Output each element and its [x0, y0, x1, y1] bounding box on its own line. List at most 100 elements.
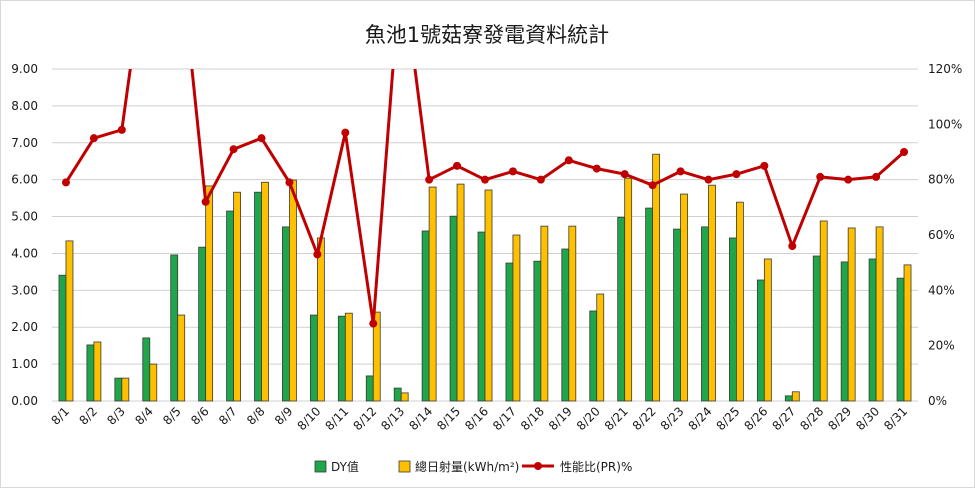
- left-tick-label: 0.00: [11, 394, 38, 408]
- bar-irradiance: [568, 225, 577, 402]
- pr-point: [257, 134, 266, 143]
- left-tick-label: 9.00: [11, 62, 38, 76]
- pr-point: [648, 181, 657, 190]
- pr-point: [592, 164, 601, 173]
- bar-dy: [477, 231, 486, 402]
- legend-swatch-dy: [314, 460, 327, 473]
- left-axis-tick-labels: 0.00 1.00 2.00 3.00 4.00 5.00 6.00 7.00 8.00 9.00: [11, 62, 38, 408]
- right-tick-label: 80%: [928, 173, 955, 187]
- bar-dy: [309, 314, 318, 402]
- pr-line-layer: [61, 69, 909, 328]
- bar-dy: [868, 258, 877, 402]
- bar-irradiance: [819, 220, 828, 402]
- bar-dy: [337, 315, 346, 402]
- left-tick-label: 2.00: [11, 320, 38, 334]
- bar-dy: [505, 262, 514, 402]
- bar-irradiance: [512, 234, 521, 402]
- bar-dy: [198, 246, 207, 402]
- bar-irradiance: [903, 264, 912, 402]
- bar-dy: [449, 215, 458, 402]
- bar-dy: [617, 216, 626, 402]
- left-tick-label: 3.00: [11, 283, 38, 297]
- bar-dy: [254, 191, 262, 402]
- left-tick-label: 4.00: [11, 246, 38, 260]
- pr-point: [676, 167, 685, 176]
- bar-irradiance: [261, 181, 269, 402]
- bar-irradiance: [791, 391, 800, 402]
- pr-point: [620, 170, 629, 179]
- bar-dy: [561, 248, 570, 402]
- pr-point: [229, 145, 238, 154]
- bar-irradiance: [93, 341, 102, 402]
- left-tick-label: 8.00: [11, 99, 38, 113]
- bar-dy: [114, 377, 123, 402]
- bar-irradiance: [596, 293, 605, 402]
- right-tick-label: 20%: [928, 339, 955, 353]
- pr-point: [872, 172, 881, 181]
- legend: DY值 總日射量(kWh/m²) 性能比(PR)%: [314, 459, 632, 474]
- bar-irradiance: [65, 240, 74, 402]
- left-tick-label: 6.00: [11, 173, 38, 187]
- bar-dy: [784, 395, 793, 402]
- pr-point: [481, 175, 489, 184]
- legend-label-irradiance: 總日射量(kWh/m²): [415, 459, 519, 474]
- bar-dy: [421, 230, 430, 402]
- pr-point: [313, 250, 322, 259]
- bar-dy: [86, 344, 95, 402]
- bar-irradiance: [763, 258, 772, 402]
- pr-point: [732, 170, 741, 179]
- pr-point: [341, 128, 350, 137]
- bar-dy: [365, 375, 374, 402]
- bar-irradiance: [708, 184, 716, 402]
- pr-point: [369, 319, 378, 328]
- pr-point: [564, 156, 573, 165]
- bar-dy: [533, 260, 542, 402]
- bar-dy: [840, 261, 849, 402]
- left-tick-label: 1.00: [11, 357, 38, 371]
- bar-irradiance: [344, 312, 353, 402]
- bar-dy: [756, 279, 765, 402]
- pr-point: [453, 161, 462, 170]
- pr-point: [201, 197, 210, 206]
- pr-point: [536, 175, 545, 184]
- pr-point: [508, 167, 517, 176]
- bar-irradiance: [316, 237, 325, 402]
- bar-dy: [58, 274, 67, 402]
- pr-point: [844, 175, 853, 184]
- bar-dy: [645, 207, 654, 402]
- bar-irradiance: [624, 177, 633, 402]
- bars: [58, 153, 912, 402]
- bar-dy: [589, 310, 598, 402]
- pr-point: [788, 242, 797, 251]
- bar-irradiance: [233, 191, 241, 402]
- bar-irradiance: [121, 377, 130, 402]
- bar-irradiance: [652, 153, 661, 402]
- bar-irradiance: [540, 225, 549, 402]
- bar-irradiance: [875, 226, 884, 402]
- bar-dy: [701, 226, 709, 402]
- bar-dy: [673, 228, 681, 402]
- bar-irradiance: [847, 227, 856, 402]
- right-tick-label: 0%: [928, 394, 947, 408]
- pr-point: [704, 175, 713, 184]
- bar-dy: [226, 210, 234, 402]
- right-axis-tick-labels: 0% 20% 40% 60% 80% 100% 120%: [928, 62, 962, 408]
- bar-dy: [282, 226, 290, 402]
- pr-point: [89, 134, 98, 143]
- bar-irradiance: [484, 189, 493, 402]
- pr-point: [285, 178, 294, 187]
- pr-point: [900, 148, 909, 156]
- bar-dy: [393, 387, 402, 402]
- right-tick-label: 120%: [928, 62, 962, 76]
- left-tick-label: 5.00: [11, 210, 38, 224]
- bar-irradiance: [149, 363, 158, 402]
- pr-point: [425, 175, 434, 184]
- right-tick-label: 60%: [928, 228, 955, 242]
- legend-label-dy: DY值: [331, 459, 359, 474]
- bar-dy: [729, 237, 737, 402]
- bar-dy: [896, 277, 905, 402]
- legend-swatch-pr-marker: [534, 462, 542, 470]
- bar-dy: [170, 254, 179, 402]
- bar-irradiance: [372, 311, 381, 402]
